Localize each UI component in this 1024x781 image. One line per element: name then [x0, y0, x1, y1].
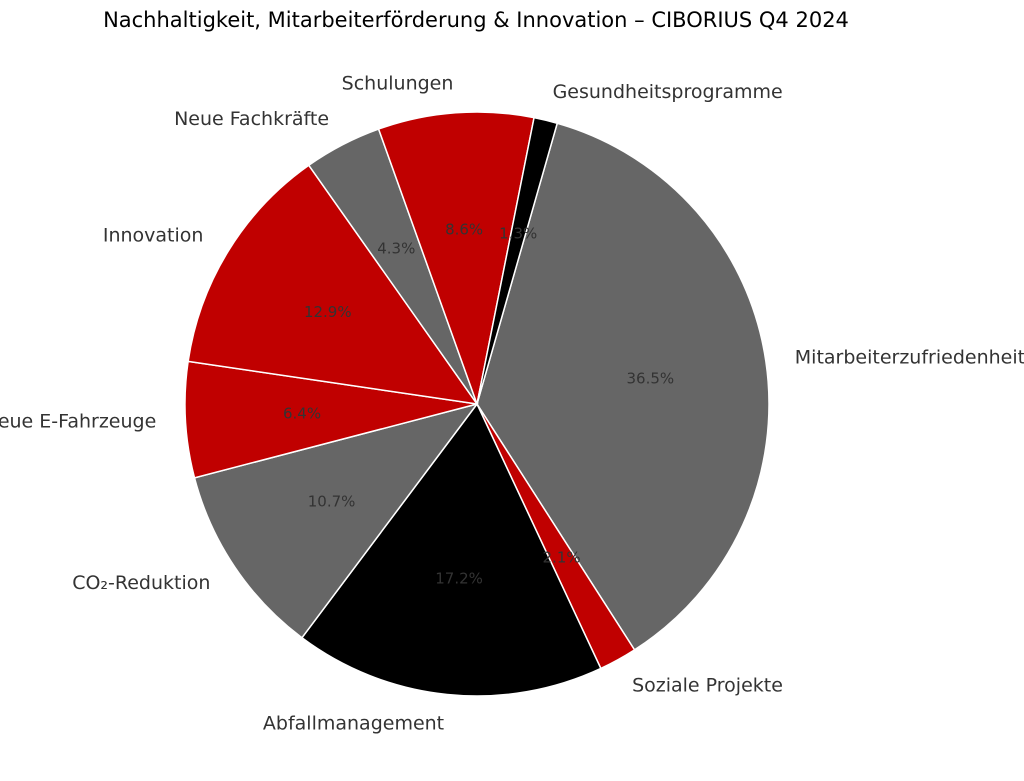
pie-pct-label: 1.3% — [499, 225, 537, 243]
pie-category-label: Neue E-Fahrzeuge — [0, 411, 156, 433]
pie-pct-label: 10.7% — [308, 493, 356, 511]
pie-category-label: Soziale Projekte — [632, 674, 783, 696]
pie-slice-innovation — [187, 164, 479, 405]
pie-pct-label: 4.3% — [377, 239, 415, 257]
pie-category-label: Mitarbeiterzufriedenheit — [795, 346, 1024, 368]
pie-pct-label: 8.6% — [445, 220, 483, 238]
pie-pct-label: 17.2% — [435, 569, 483, 587]
pie-pct-label: 12.9% — [304, 303, 352, 321]
pie-category-label: Abfallmanagement — [263, 713, 444, 735]
pie-slice-co2-reduktion — [193, 402, 479, 639]
pie-pct-label: 36.5% — [627, 370, 675, 388]
pie-pct-label: 6.4% — [283, 405, 321, 423]
pie-category-label: Schulungen — [342, 73, 454, 95]
pie-pct-label: 2.1% — [543, 548, 581, 566]
pie-category-label: CO₂-Reduktion — [72, 572, 210, 594]
pie-slice-neue-e-fahrzeuge — [184, 360, 478, 479]
pie-category-label: Gesundheitsprogramme — [553, 81, 783, 103]
chart-title: Nachhaltigkeit, Mitarbeiterförderung & I… — [103, 8, 849, 32]
pie-slice-abfallmanagement — [300, 402, 602, 697]
pie-slice-gesundheitsprogramme — [476, 116, 559, 405]
pie-category-label: Innovation — [103, 225, 204, 247]
pie-slice-mitarbeiterzufriedenheit — [476, 122, 770, 651]
pie-category-label: Neue Fachkräfte — [174, 108, 329, 130]
pie-slice-schulungen — [377, 111, 535, 407]
